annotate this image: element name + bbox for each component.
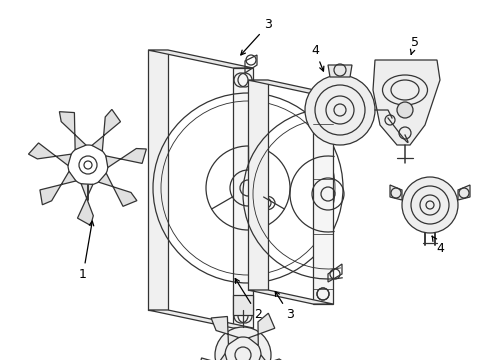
Text: 2: 2 [235, 279, 262, 321]
Circle shape [396, 102, 412, 118]
Polygon shape [105, 149, 146, 167]
Polygon shape [327, 65, 351, 77]
Polygon shape [232, 295, 252, 315]
Polygon shape [232, 68, 252, 328]
Polygon shape [247, 80, 332, 94]
Polygon shape [457, 185, 469, 200]
Circle shape [401, 177, 457, 233]
Polygon shape [77, 184, 93, 225]
Polygon shape [312, 94, 332, 304]
Polygon shape [148, 50, 252, 68]
Polygon shape [148, 310, 252, 328]
Polygon shape [92, 109, 120, 151]
Polygon shape [372, 60, 439, 145]
Text: 5: 5 [409, 36, 418, 54]
Polygon shape [40, 171, 76, 205]
Polygon shape [211, 316, 238, 345]
Text: 1: 1 [79, 221, 94, 282]
Text: 4: 4 [310, 44, 323, 71]
Polygon shape [247, 290, 332, 304]
Text: 3: 3 [240, 18, 271, 55]
Circle shape [215, 327, 270, 360]
Polygon shape [28, 143, 71, 166]
Polygon shape [198, 354, 228, 360]
Polygon shape [59, 112, 86, 150]
Polygon shape [98, 173, 137, 206]
Polygon shape [247, 80, 267, 290]
Circle shape [305, 75, 374, 145]
Polygon shape [256, 355, 290, 360]
Text: 3: 3 [275, 292, 293, 321]
Polygon shape [148, 50, 168, 310]
Text: 4: 4 [431, 236, 443, 255]
Polygon shape [248, 313, 274, 346]
Polygon shape [389, 185, 401, 200]
